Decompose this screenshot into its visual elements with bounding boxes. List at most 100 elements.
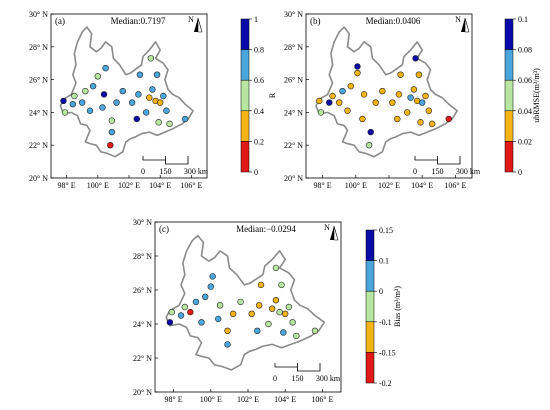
station-marker xyxy=(412,55,419,62)
lat-tick-label: 22° N xyxy=(284,141,303,150)
station-marker xyxy=(329,92,336,100)
scale-bar-label: 300 km xyxy=(316,374,341,383)
scale-bar-label: 150 xyxy=(160,167,172,176)
lon-tick-label: 98° E xyxy=(314,181,332,190)
scale-bar-label: 0 xyxy=(141,167,145,176)
station-marker xyxy=(107,142,114,149)
colorbar-segment xyxy=(365,321,375,353)
station-marker xyxy=(142,109,150,116)
station-marker xyxy=(181,115,189,123)
lon-tick-label: 106° E xyxy=(444,181,466,190)
station-marker xyxy=(311,327,319,334)
station-marker xyxy=(347,82,355,90)
province-boundary xyxy=(165,234,326,371)
station-marker xyxy=(417,119,424,126)
lat-tick-label: 28° N xyxy=(284,43,303,52)
station-marker xyxy=(153,71,161,78)
latitude-ticks: 30° N 28° N 26° N 24° N 22° N 20° N xyxy=(133,218,158,397)
station-marker xyxy=(99,104,106,111)
colorbar-segment xyxy=(504,110,514,142)
scale-bar-line xyxy=(274,363,321,372)
north-arrow-half xyxy=(461,18,465,32)
station-marker xyxy=(181,303,188,311)
lat-tick-label: 30° N xyxy=(133,218,152,227)
colorbar-segment xyxy=(365,290,375,323)
lon-tick-label: 104° E xyxy=(149,181,171,190)
station-marker xyxy=(163,107,170,114)
colorbar-segment xyxy=(240,110,250,142)
north-arrow-half xyxy=(464,17,470,33)
station-marker xyxy=(254,327,261,334)
station-marker xyxy=(425,107,433,114)
station-marker xyxy=(224,341,231,348)
colorbar-segment xyxy=(240,79,250,112)
latitude-ticks: 30° N 28° N 26° N 24° N 22° N 20° N xyxy=(284,10,309,183)
colorbar-tick-label: 0.06 xyxy=(518,76,532,85)
colorbar-tick-label: 0.2 xyxy=(254,137,264,146)
station-marker xyxy=(272,264,280,272)
station-marker xyxy=(86,107,94,114)
station-marker xyxy=(61,109,69,116)
station-marker xyxy=(389,99,396,106)
colorbar-tick-label: 0.8 xyxy=(254,46,264,55)
station-marker xyxy=(394,115,401,123)
station-marker xyxy=(202,293,209,300)
station-marker xyxy=(404,109,411,116)
lat-tick-label: 24° N xyxy=(29,108,48,117)
panel-label: (c) xyxy=(159,224,169,234)
colorbar-tick-label: 0.1 xyxy=(518,15,528,24)
colorbar-segment xyxy=(365,260,375,292)
lat-tick-label: 24° N xyxy=(133,320,152,329)
station-marker xyxy=(255,302,263,309)
station-marker xyxy=(215,315,222,323)
station-marker xyxy=(407,94,414,101)
lat-tick-label: 22° N xyxy=(29,141,48,150)
colorbar-title: R xyxy=(268,92,277,98)
longitude-ticks: 98° E 100° E 102° E 104° E 106° E xyxy=(314,175,467,190)
colorbar-tick-label: -0.15 xyxy=(379,348,396,357)
station-marker xyxy=(316,97,323,105)
lat-tick-label: 26° N xyxy=(133,286,152,295)
colorbar-tick-label: -0.1 xyxy=(379,318,392,327)
station-marker xyxy=(149,86,156,93)
colorbar-tick-label: 0 xyxy=(379,287,383,296)
station-marker xyxy=(94,73,102,80)
station-marker xyxy=(166,319,174,326)
scale-bar-line xyxy=(414,156,461,165)
station-marker xyxy=(419,99,426,106)
scale-bar-label: 150 xyxy=(432,167,444,176)
station-marker xyxy=(168,308,175,316)
station-marker xyxy=(157,99,164,106)
north-arrow-half xyxy=(330,226,334,240)
colorbar-tick-label: 0 xyxy=(254,168,258,177)
lon-tick-label: 106° E xyxy=(180,181,202,190)
station-marker xyxy=(166,120,173,128)
latitude-ticks: 30° N 28° N 26° N 24° N 22° N 20° N xyxy=(29,10,54,183)
colorbar-tick-label: 0.1 xyxy=(379,257,389,266)
colorbar: 0.15 0.1 0 -0.1 -0.15 -0.2 Bias (m³/m³) xyxy=(365,226,402,388)
north-arrow-half xyxy=(194,18,198,32)
station-layer xyxy=(60,55,189,149)
panel-a: (a) Median:0.7197 N 0 150 300 km 30° N 28° … xyxy=(29,10,277,190)
scale-bar-label: 0 xyxy=(413,167,417,176)
colorbar-segment xyxy=(504,141,514,173)
station-marker xyxy=(360,91,368,98)
north-label: N xyxy=(455,15,461,24)
station-marker xyxy=(224,327,231,334)
colorbar-segment xyxy=(504,49,514,81)
station-marker xyxy=(428,120,436,128)
station-marker xyxy=(379,87,386,95)
colorbar-segment xyxy=(365,229,375,261)
station-marker xyxy=(237,298,244,306)
north-arrow-half xyxy=(333,225,339,241)
panel-c: (c) Median:−0.0294 N 0 150 300 km 30° N 28°… xyxy=(133,218,402,404)
station-marker xyxy=(207,283,215,290)
lon-tick-label: 100° E xyxy=(345,181,367,190)
station-marker xyxy=(372,99,379,106)
station-marker xyxy=(89,82,97,90)
station-marker xyxy=(285,303,293,311)
station-marker xyxy=(336,99,343,106)
lat-tick-label: 24° N xyxy=(284,108,303,117)
province-boundary xyxy=(59,26,194,158)
station-marker xyxy=(410,86,418,93)
